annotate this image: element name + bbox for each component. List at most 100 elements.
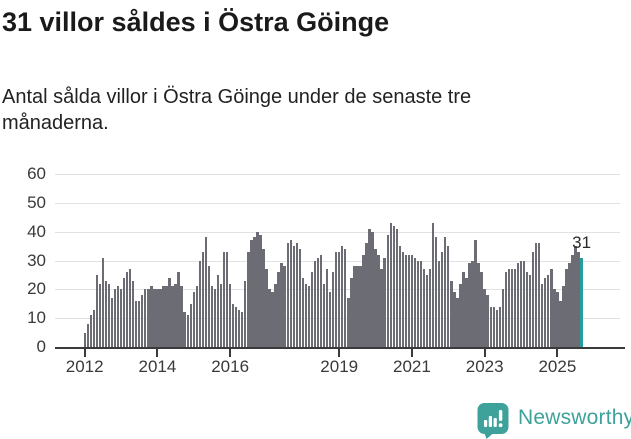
bar <box>331 272 335 347</box>
bar <box>459 283 462 347</box>
bar <box>183 312 186 347</box>
bar <box>241 312 244 347</box>
bar <box>235 306 238 347</box>
bar <box>553 289 556 347</box>
bar <box>86 323 89 347</box>
bar <box>528 274 532 347</box>
bar <box>186 315 189 347</box>
bar <box>328 292 332 347</box>
bar <box>416 260 420 347</box>
bar <box>247 251 250 347</box>
bar <box>210 286 214 347</box>
brand-footer: Newsworthy <box>477 402 631 439</box>
bar <box>541 283 544 347</box>
brand-name: Newsworthy <box>518 406 631 429</box>
bar <box>350 277 353 347</box>
bar <box>522 260 526 347</box>
bar <box>156 289 159 347</box>
chart-subtitle: Antal sålda villor i Östra Göinge under … <box>2 86 472 134</box>
bar <box>216 274 220 347</box>
bar <box>280 263 283 347</box>
gridline <box>55 174 620 175</box>
bar <box>171 286 174 347</box>
x-axis <box>55 346 625 349</box>
bar <box>165 286 168 347</box>
bar <box>431 223 435 347</box>
bar <box>356 266 359 347</box>
x-tick-label: 2014 <box>138 357 177 376</box>
bar <box>353 266 356 347</box>
bar <box>550 269 553 347</box>
bar <box>198 260 202 347</box>
bar <box>334 251 338 347</box>
bar <box>395 228 398 347</box>
bar <box>316 257 320 347</box>
bar <box>153 289 156 347</box>
bar <box>419 260 423 347</box>
bar <box>201 251 205 347</box>
bar <box>398 246 401 347</box>
bar <box>277 272 280 347</box>
bar <box>544 277 547 347</box>
bar <box>341 246 344 347</box>
gridline <box>55 260 620 262</box>
bar <box>498 306 501 347</box>
bar <box>468 263 471 347</box>
bar <box>159 289 162 347</box>
bar <box>507 269 511 347</box>
bar <box>441 251 444 347</box>
y-tick-label: 50 <box>27 192 46 212</box>
bar <box>374 248 377 347</box>
x-tick-label: 2023 <box>465 357 504 376</box>
bar <box>474 240 477 347</box>
x-tick-label: 2025 <box>538 357 577 376</box>
bar <box>89 315 92 347</box>
bar <box>98 283 102 347</box>
x-tick <box>229 349 232 357</box>
bar <box>219 283 223 347</box>
y-tick-label: 30 <box>27 250 46 270</box>
bar <box>574 246 577 347</box>
bar <box>319 254 323 347</box>
bar <box>362 254 365 347</box>
bar <box>347 297 350 347</box>
bar <box>228 283 232 347</box>
bar <box>483 289 486 347</box>
bar <box>162 286 165 347</box>
bar <box>538 243 541 347</box>
bar <box>383 257 386 347</box>
bar <box>531 251 535 347</box>
bar <box>195 286 198 347</box>
bar <box>565 269 568 347</box>
bar <box>147 289 150 347</box>
bar <box>313 260 317 347</box>
bar <box>434 237 438 347</box>
x-tick-label: 2016 <box>211 357 250 376</box>
bar <box>571 254 574 347</box>
bar <box>489 306 492 347</box>
bar <box>298 248 302 347</box>
bar <box>304 283 308 347</box>
bar <box>110 297 114 347</box>
bar <box>389 223 392 347</box>
bar <box>325 269 329 347</box>
bar <box>559 300 562 347</box>
bar <box>547 274 550 347</box>
bar <box>407 254 411 347</box>
bar <box>222 251 226 347</box>
bar <box>289 240 292 347</box>
bar <box>386 234 389 347</box>
bar <box>392 225 395 347</box>
bar <box>492 306 495 347</box>
chart-title: 31 villor såldes i Östra Göinge <box>2 7 390 37</box>
bar <box>107 283 111 347</box>
bar <box>438 260 441 347</box>
bar <box>104 280 108 347</box>
x-tick-label: 2012 <box>65 357 104 376</box>
bar <box>501 289 505 347</box>
bar <box>144 289 147 347</box>
bar <box>189 303 192 347</box>
gridline <box>55 318 620 320</box>
bar <box>462 272 465 347</box>
